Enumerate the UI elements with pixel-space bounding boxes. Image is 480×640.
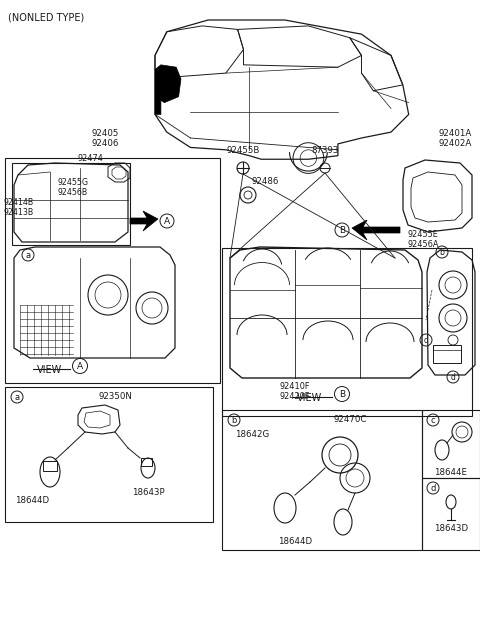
Bar xyxy=(141,458,152,466)
Text: 92455G
92456B: 92455G 92456B xyxy=(58,178,89,197)
Text: 18644D: 18644D xyxy=(278,537,312,546)
Text: b: b xyxy=(440,248,444,257)
Text: c: c xyxy=(431,415,435,424)
Polygon shape xyxy=(352,220,400,240)
Bar xyxy=(422,410,480,478)
Text: 92414B
92413B: 92414B 92413B xyxy=(4,198,34,217)
Bar xyxy=(43,461,57,471)
Text: B: B xyxy=(339,225,345,234)
Text: VIEW: VIEW xyxy=(37,365,62,375)
Text: VIEW: VIEW xyxy=(298,393,323,403)
Text: B: B xyxy=(339,390,345,399)
Bar xyxy=(222,410,422,550)
Polygon shape xyxy=(155,97,161,115)
Text: 92405
92406: 92405 92406 xyxy=(91,129,119,148)
Bar xyxy=(222,248,472,416)
Text: d: d xyxy=(451,372,456,381)
Text: d: d xyxy=(430,483,436,493)
Text: 18642G: 18642G xyxy=(235,430,269,439)
Text: 87393: 87393 xyxy=(312,146,339,155)
Text: 92401A
92402A: 92401A 92402A xyxy=(439,129,472,148)
Text: 92486: 92486 xyxy=(252,177,279,186)
Bar xyxy=(5,387,213,522)
Text: 92350N: 92350N xyxy=(98,392,132,401)
Bar xyxy=(433,345,461,363)
Text: c: c xyxy=(424,335,428,344)
Text: A: A xyxy=(77,362,83,371)
Bar xyxy=(12,163,130,245)
Text: 18644D: 18644D xyxy=(15,496,49,505)
Bar xyxy=(5,158,220,383)
Polygon shape xyxy=(130,211,158,231)
Text: 18643P: 18643P xyxy=(132,488,164,497)
Text: 92455B: 92455B xyxy=(226,146,260,155)
Polygon shape xyxy=(155,65,181,102)
Text: 18643D: 18643D xyxy=(434,524,468,533)
Bar xyxy=(422,478,480,550)
Text: 18644E: 18644E xyxy=(434,468,468,477)
Text: b: b xyxy=(231,415,237,424)
Text: a: a xyxy=(14,392,20,401)
Text: 92474: 92474 xyxy=(78,154,104,163)
Text: 92455E
92456A: 92455E 92456A xyxy=(407,230,438,249)
Text: 92410F
92420F: 92410F 92420F xyxy=(280,382,311,401)
Text: A: A xyxy=(164,216,170,225)
Text: a: a xyxy=(25,250,31,259)
Text: 92470C: 92470C xyxy=(333,415,367,424)
Text: (NONLED TYPE): (NONLED TYPE) xyxy=(8,12,84,22)
